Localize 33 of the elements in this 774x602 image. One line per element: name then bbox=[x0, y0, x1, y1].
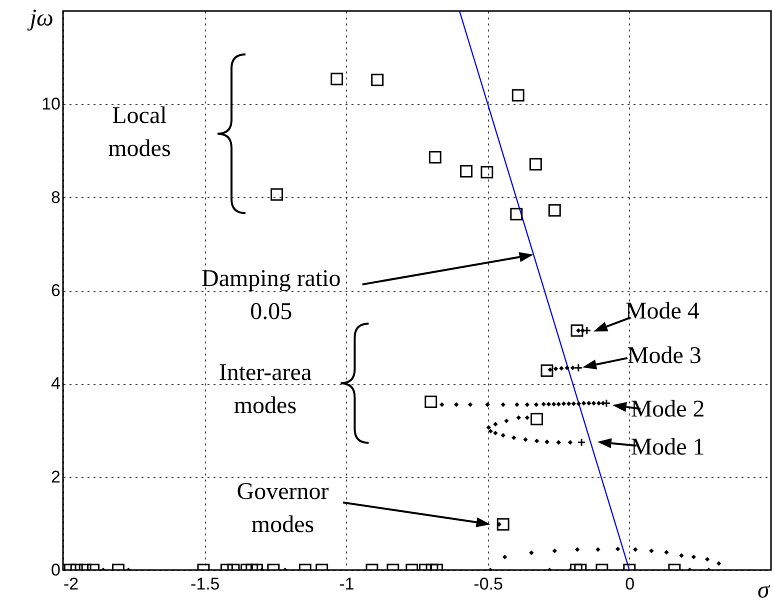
y-tick-label: 8 bbox=[51, 188, 60, 207]
x-tick-label: 0 bbox=[625, 574, 635, 594]
point bbox=[330, 72, 344, 86]
point bbox=[548, 204, 561, 217]
y-axis-title: jω bbox=[26, 6, 54, 32]
x-tick-label: -0.5 bbox=[474, 574, 503, 594]
point bbox=[512, 89, 524, 102]
point bbox=[529, 158, 542, 170]
y-tick-label: 10 bbox=[42, 94, 60, 114]
annotation: Mode 4 bbox=[625, 298, 700, 324]
point bbox=[371, 74, 384, 86]
point bbox=[460, 165, 473, 178]
x-tick-label: -1.5 bbox=[190, 574, 220, 594]
annotation: Mode 1 bbox=[630, 434, 705, 460]
x-tick-label: -1 bbox=[339, 574, 354, 594]
annotation: Mode 3 bbox=[627, 343, 702, 370]
annotation: Mode 2 bbox=[630, 396, 705, 422]
annotation: Damping ratio 0.05 bbox=[201, 266, 341, 325]
annotation: Inter-area modes bbox=[218, 360, 312, 419]
y-tick-label: 0 bbox=[51, 560, 60, 580]
point bbox=[510, 208, 523, 220]
annotation: Governor modes bbox=[236, 479, 329, 538]
point bbox=[270, 188, 284, 201]
point bbox=[480, 166, 494, 178]
y-tick-label: 4 bbox=[51, 374, 60, 394]
point bbox=[540, 364, 554, 377]
x-tick-label: -2 bbox=[64, 574, 79, 594]
point bbox=[428, 151, 442, 164]
annotation: Local modes bbox=[108, 102, 171, 162]
x-axis-title: σ bbox=[758, 578, 770, 602]
y-tick-label: 6 bbox=[51, 281, 60, 300]
point bbox=[570, 324, 584, 337]
y-tick-label: 2 bbox=[51, 467, 60, 486]
